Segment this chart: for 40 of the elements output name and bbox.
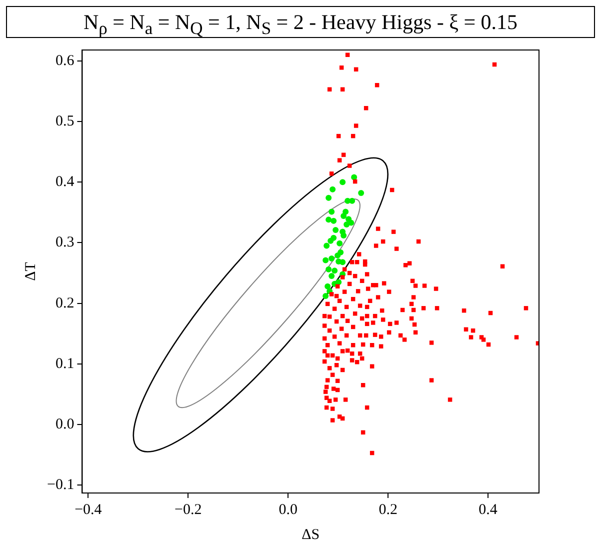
point — [336, 240, 343, 246]
x-tick-label: −0.2 — [174, 502, 202, 518]
point — [332, 226, 339, 233]
x-tick-label: 0.4 — [478, 502, 498, 518]
x-tick-label: 0.0 — [278, 502, 298, 518]
point — [340, 213, 347, 220]
point — [324, 242, 330, 249]
y-tick-label: −0.1 — [46, 477, 74, 494]
point — [328, 255, 335, 262]
point — [330, 218, 337, 224]
point — [326, 194, 332, 201]
point — [349, 198, 356, 204]
y-tick-label: 0.1 — [55, 356, 74, 372]
point — [334, 252, 341, 258]
y-tick-label: 0.2 — [55, 295, 74, 312]
point — [328, 238, 334, 244]
x-axis-title: ΔS — [302, 526, 320, 543]
point — [328, 208, 335, 215]
point — [326, 266, 332, 272]
point — [358, 190, 364, 196]
y-tick-label: 0.5 — [55, 113, 74, 130]
point — [344, 222, 350, 228]
x-tick-label: −0.4 — [74, 502, 102, 518]
y-tick-label: 0.3 — [55, 234, 74, 251]
chart-title: N$_{ρ}$ = N$_{a}$ = N$_{Q}$ = 1, N$_{S}$ = 2 - Heavy Higgs - ξ = 0.15 — [83, 10, 518, 38]
point — [326, 216, 332, 223]
point — [340, 259, 346, 266]
point — [330, 186, 336, 192]
y-tick-label: 0.6 — [55, 52, 75, 69]
x-tick-label: 0.2 — [378, 502, 398, 518]
y-tick-label: 0.4 — [55, 174, 75, 190]
point — [351, 174, 358, 180]
point — [332, 268, 338, 274]
point — [322, 293, 329, 300]
y-tick-label: 0.0 — [55, 416, 74, 432]
point — [324, 283, 331, 290]
point — [322, 257, 329, 264]
point — [340, 179, 346, 186]
point — [328, 273, 335, 280]
y-axis-title: ΔT — [22, 262, 39, 281]
